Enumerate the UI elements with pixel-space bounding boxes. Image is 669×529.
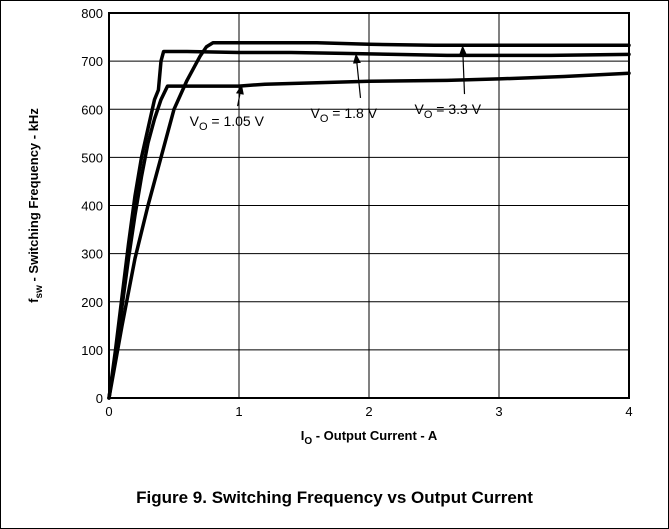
y-tick-label: 400 <box>81 199 103 214</box>
figure-caption: Figure 9. Switching Frequency vs Output … <box>136 488 533 507</box>
x-tick-label: 2 <box>365 404 372 419</box>
y-tick-label: 800 <box>81 6 103 21</box>
series-label-3: VO = 3.3 V <box>415 101 482 121</box>
series-label-arrow <box>235 84 244 107</box>
series-label-arrow <box>458 45 467 95</box>
series-label-1: VO = 1.05 V <box>190 113 265 133</box>
series-label-2: VO = 1.8 V <box>311 105 378 125</box>
y-tick-label: 100 <box>81 343 103 358</box>
plot-area-border <box>108 12 630 399</box>
y-tick-label: 200 <box>81 295 103 310</box>
series-label-arrow <box>352 53 362 98</box>
x-tick-label: 3 <box>495 404 502 419</box>
y-tick-label: 700 <box>81 54 103 69</box>
y-axis-label: fsw - Switching Frequency - kHz <box>26 108 45 303</box>
x-tick-label: 0 <box>105 404 112 419</box>
x-tick-label: 4 <box>625 404 632 419</box>
y-tick-label: 300 <box>81 247 103 262</box>
y-tick-label: 0 <box>96 391 103 406</box>
series-line-3 <box>107 41 631 400</box>
y-tick-label: 500 <box>81 150 103 165</box>
x-tick-label: 1 <box>235 404 242 419</box>
x-axis-label: IO - Output Current - A <box>301 428 438 447</box>
switching-frequency-chart: VO = 1.05 V VO = 1.8 V VO = 3.3 V 0 1 2 3 4 0 10… <box>26 6 633 447</box>
series-line-2 <box>107 49 631 400</box>
y-tick-label: 600 <box>81 102 103 117</box>
